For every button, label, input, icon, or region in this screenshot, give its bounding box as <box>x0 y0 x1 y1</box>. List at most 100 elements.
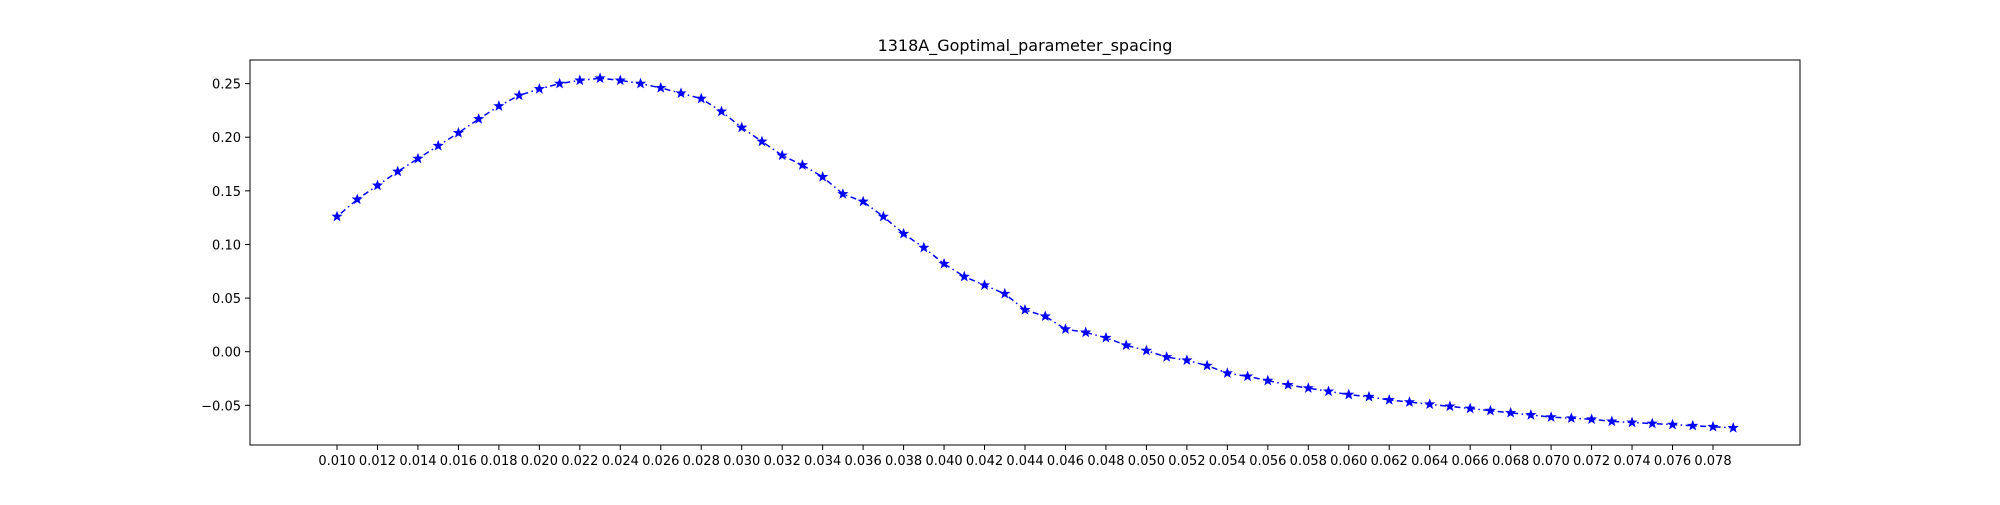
data-point-star <box>1221 367 1233 378</box>
data-point-star <box>1444 400 1456 412</box>
x-tick-label: 0.052 <box>1168 454 1205 469</box>
y-tick-label: 0.15 <box>212 185 241 200</box>
y-tick-label: 0.05 <box>212 292 241 307</box>
y-tick-label: 0.00 <box>212 346 241 361</box>
data-point-star <box>1525 409 1537 420</box>
x-tick-label: 0.012 <box>359 454 396 469</box>
x-tick-label: 0.028 <box>683 454 720 469</box>
data-point-star <box>655 82 667 93</box>
x-tick-label: 0.040 <box>925 454 962 469</box>
data-point-star <box>1262 374 1274 386</box>
data-point-star <box>1282 379 1294 390</box>
data-point-star <box>1039 310 1051 322</box>
data-point-star <box>574 74 586 86</box>
data-point-star <box>1059 323 1072 334</box>
data-point-star <box>594 72 606 83</box>
data-point-star <box>756 135 768 147</box>
data-point-star <box>351 193 363 205</box>
x-tick-label: 0.030 <box>723 454 760 469</box>
data-point-star <box>1343 388 1355 400</box>
x-tick-label: 0.070 <box>1533 454 1570 469</box>
x-tick-label: 0.068 <box>1492 454 1529 469</box>
data-point-star <box>1120 339 1132 351</box>
data-point-star <box>695 92 707 104</box>
x-tick-label: 0.034 <box>804 454 841 469</box>
data-point-star <box>554 77 566 89</box>
data-point-star <box>371 179 384 191</box>
x-tick-label: 0.046 <box>1047 454 1084 469</box>
y-axis: −0.05 0.00 0.05 0.10 0.15 0.20 0.25 <box>201 78 250 414</box>
data-point-star <box>796 159 808 170</box>
data-point-star <box>1687 419 1699 431</box>
data-point-star <box>1201 359 1213 371</box>
x-tick-label: 0.042 <box>966 454 1003 469</box>
data-point-star <box>1505 406 1517 418</box>
data-point-star <box>473 113 485 124</box>
data-point-star <box>918 241 930 253</box>
data-point-star <box>978 279 991 290</box>
x-tick-label: 0.054 <box>1209 454 1246 469</box>
data-point-star <box>1100 331 1112 343</box>
data-point-star <box>1080 326 1092 338</box>
data-point-star <box>1626 416 1638 428</box>
data-point-star <box>1646 417 1658 429</box>
data-point-star <box>1606 415 1618 427</box>
x-tick-label: 0.048 <box>1087 454 1124 469</box>
data-point-star <box>857 195 869 207</box>
data-point-star <box>938 257 950 269</box>
data-point-star <box>817 171 829 182</box>
x-tick-label: 0.066 <box>1452 454 1489 469</box>
x-tick-label: 0.044 <box>1006 454 1043 469</box>
data-point-star <box>877 210 889 222</box>
x-tick-label: 0.062 <box>1371 454 1408 469</box>
data-point-star <box>412 152 424 164</box>
data-point-star <box>958 270 970 282</box>
data-point-star <box>634 77 647 89</box>
data-point-star <box>736 121 748 133</box>
x-tick-label: 0.032 <box>764 454 801 469</box>
x-tick-label: 0.060 <box>1330 454 1367 469</box>
x-tick-label: 0.024 <box>602 454 639 469</box>
data-point-star <box>1586 413 1598 425</box>
data-point-star <box>1019 304 1031 315</box>
data-point-star <box>533 83 545 94</box>
x-tick-label: 0.010 <box>318 454 355 469</box>
data-point-star <box>898 227 910 239</box>
data-point-star <box>1727 421 1739 433</box>
y-tick-label: 0.25 <box>212 78 241 93</box>
data-point-star <box>1403 396 1416 407</box>
x-tick-label: 0.064 <box>1411 454 1448 469</box>
data-point-star <box>1242 370 1254 382</box>
data-point-star <box>1565 412 1577 423</box>
x-tick-label: 0.056 <box>1249 454 1286 469</box>
data-point-star <box>331 210 343 222</box>
data-point-star <box>1484 404 1496 416</box>
x-tick-label: 0.078 <box>1694 454 1731 469</box>
x-tick-label: 0.038 <box>885 454 922 469</box>
y-tick-label: 0.20 <box>212 131 241 146</box>
data-point-star <box>1140 344 1152 356</box>
data-point-star <box>1322 385 1335 397</box>
data-point-star <box>452 127 464 138</box>
data-point-star <box>614 74 626 86</box>
data-point-star <box>513 89 525 101</box>
data-point-star <box>675 87 687 98</box>
data-point-star <box>1666 418 1679 430</box>
data-point-star <box>1363 390 1375 402</box>
x-tick-label: 0.036 <box>845 454 882 469</box>
data-point-star <box>432 139 444 151</box>
x-tick-label: 0.050 <box>1128 454 1165 469</box>
x-tick-label: 0.074 <box>1613 454 1650 469</box>
x-tick-label: 0.076 <box>1654 454 1691 469</box>
plot-area <box>331 72 1739 433</box>
x-tick-label: 0.026 <box>642 454 679 469</box>
data-point-star <box>1424 398 1436 409</box>
data-point-star <box>776 149 788 161</box>
data-point-star <box>1302 382 1314 393</box>
data-point-star <box>392 165 404 177</box>
x-tick-label: 0.022 <box>561 454 598 469</box>
data-point-star <box>1707 420 1719 432</box>
